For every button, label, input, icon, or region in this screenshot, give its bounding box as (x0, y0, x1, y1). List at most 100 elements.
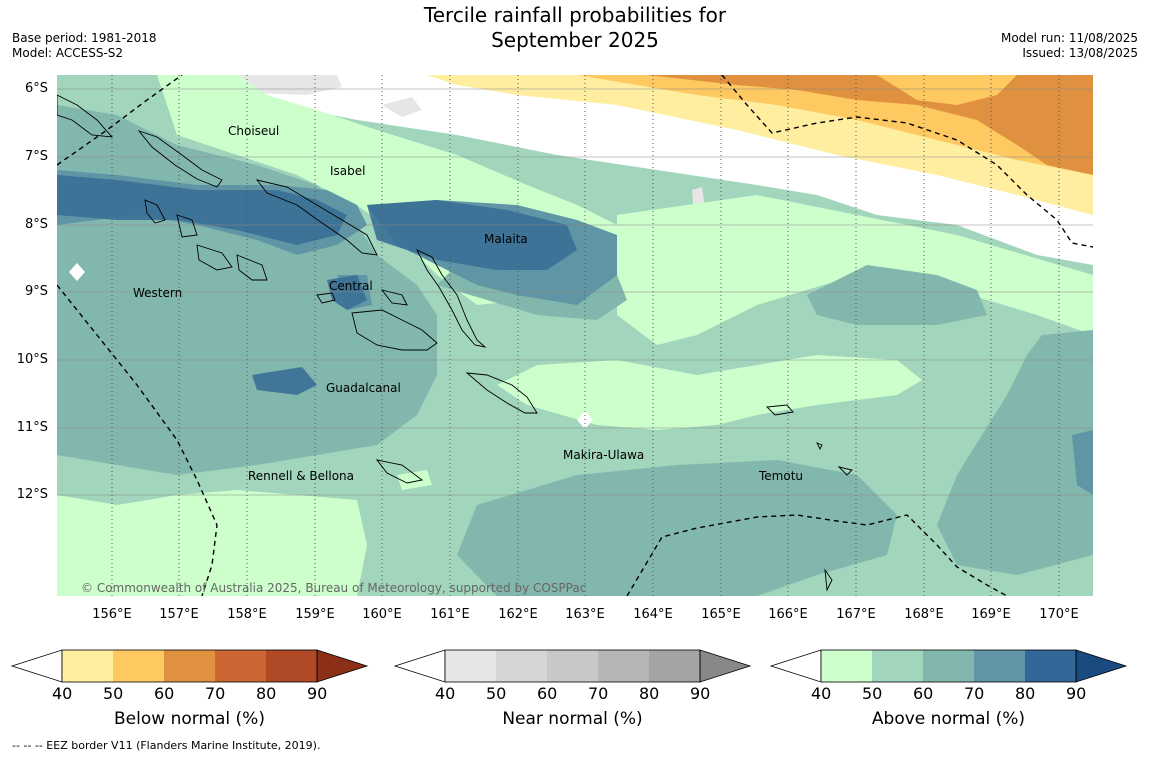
above-60-70-east (807, 265, 987, 325)
island-guadalcanal (351, 309, 438, 351)
model-run: Model run: 11/08/2025 (1000, 31, 1138, 45)
colorbar-near-swatch (598, 650, 649, 682)
colorbar-near-swatch (547, 650, 598, 682)
lon-label: 158°E (227, 607, 267, 622)
above-60-70-south (457, 460, 897, 596)
lon-label: 166°E (768, 607, 808, 622)
colorbar-below-swatch (113, 650, 164, 682)
island-temotu-2 (816, 442, 823, 451)
colorbar-below-swatch (62, 650, 113, 682)
below-60-70 (647, 75, 1093, 175)
lon-label: 160°E (362, 607, 402, 622)
above-40-50-center (497, 355, 922, 430)
cb-below-tick: 90 (307, 684, 328, 703)
probability-map (57, 75, 1093, 596)
above-40-50-south (57, 490, 367, 596)
island-western-4 (236, 254, 268, 281)
colorbar-below-min-arrow (10, 649, 63, 683)
above-80-90-guadalcanal (252, 367, 317, 395)
near-patch-2 (382, 97, 422, 117)
colorbar-near-title: Near normal (%) (502, 709, 643, 729)
colorbar-above-swatch (1025, 650, 1076, 682)
island-western-2 (176, 214, 198, 238)
lat-gridlines (57, 88, 1093, 496)
place-label-temotu: Temotu (759, 469, 804, 483)
lat-label: 7°S (24, 149, 48, 164)
white-diamond-west (69, 263, 85, 281)
lat-label: 9°S (24, 284, 48, 299)
cb-near-tick: 70 (588, 684, 609, 703)
islands (57, 94, 853, 592)
island-choiseul (137, 130, 223, 188)
lon-label: 168°E (904, 607, 944, 622)
place-label-isabel: Isabel (330, 164, 366, 178)
colorbar-above-min-arrow (769, 649, 822, 683)
island-isabel (255, 179, 378, 256)
lon-label: 169°E (971, 607, 1011, 622)
colorbar-above-swatch (872, 650, 923, 682)
place-label-guadalcanal: Guadalcanal (326, 381, 401, 395)
colorbar-near-swatch (445, 650, 496, 682)
island-western-1 (144, 199, 166, 224)
place-label-makira: Makira-Ulawa (563, 448, 645, 462)
island-temotu-4 (824, 568, 833, 592)
colorbar-above-swatch (974, 650, 1025, 682)
lon-label: 163°E (565, 607, 605, 622)
cb-near-tick: 90 (690, 684, 711, 703)
cb-below-tick: 70 (205, 684, 226, 703)
lat-label: 11°S (16, 420, 48, 435)
lat-label: 8°S (24, 217, 48, 232)
colorbar-above (769, 649, 1128, 683)
island-western-3 (196, 244, 233, 271)
lon-label: 156°E (92, 607, 132, 622)
lon-label: 170°E (1039, 607, 1079, 622)
cb-above-tick: 90 (1066, 684, 1087, 703)
cb-near-tick: 80 (639, 684, 660, 703)
colorbar-above-swatch (821, 650, 872, 682)
cb-near-tick: 50 (486, 684, 507, 703)
above-70-80-far-east (1072, 430, 1093, 495)
meta-left: Base period: 1981-2018 Model: ACCESS-S2 (12, 31, 157, 61)
place-label-western: Western (133, 286, 183, 300)
model-name: Model: ACCESS-S2 (12, 46, 124, 60)
island-bougainville (57, 94, 114, 138)
above-60-70-far-east (937, 330, 1093, 575)
title-line-2: September 2025 (491, 28, 659, 52)
copyright-credit: © Commonwealth of Australia 2025, Bureau… (81, 581, 587, 595)
cb-above-tick: 50 (862, 684, 883, 703)
issued-date: Issued: 13/08/2025 (1022, 46, 1138, 60)
cb-above-tick: 40 (811, 684, 832, 703)
island-malaita (416, 249, 487, 348)
cb-near-tick: 40 (435, 684, 456, 703)
lon-label: 164°E (633, 607, 673, 622)
lat-label: 12°S (16, 487, 48, 502)
lon-label: 162°E (498, 607, 538, 622)
colorbar-below-swatch (266, 650, 317, 682)
colorbar-above-max-arrow (1075, 649, 1128, 683)
cb-below-tick: 40 (52, 684, 73, 703)
eez-footnote: -- -- -- EEZ border V11 (Flanders Marine… (12, 739, 321, 752)
above-80-90-malaita (367, 200, 577, 270)
lon-label: 165°E (701, 607, 741, 622)
island-central-2 (380, 289, 408, 306)
colorbar-near-min-arrow (393, 649, 446, 683)
place-label-central: Central (329, 279, 373, 293)
colorbar-above-title: Above normal (%) (871, 709, 1026, 729)
above-40-50-rennell (397, 470, 432, 490)
chart-title: Tercile rainfall probabilities for Septe… (0, 3, 1150, 53)
place-label-choiseul: Choiseul (228, 124, 280, 138)
cb-below-tick: 50 (103, 684, 124, 703)
place-label-malaita: Malaita (484, 232, 528, 246)
island-temotu-1 (766, 404, 794, 416)
lon-gridlines (111, 75, 1060, 596)
island-makira (465, 372, 538, 414)
meta-right: Model run: 11/08/2025 Issued: 13/08/2025 (1001, 31, 1138, 61)
colorbar-near (393, 649, 752, 683)
cb-above-tick: 60 (913, 684, 934, 703)
above-40-50-east (617, 195, 1093, 345)
colorbar-below-max-arrow (316, 649, 369, 683)
eez-borders (57, 75, 1093, 596)
cb-below-tick: 60 (154, 684, 175, 703)
base-period: Base period: 1981-2018 (12, 31, 157, 45)
cb-above-tick: 80 (1015, 684, 1036, 703)
